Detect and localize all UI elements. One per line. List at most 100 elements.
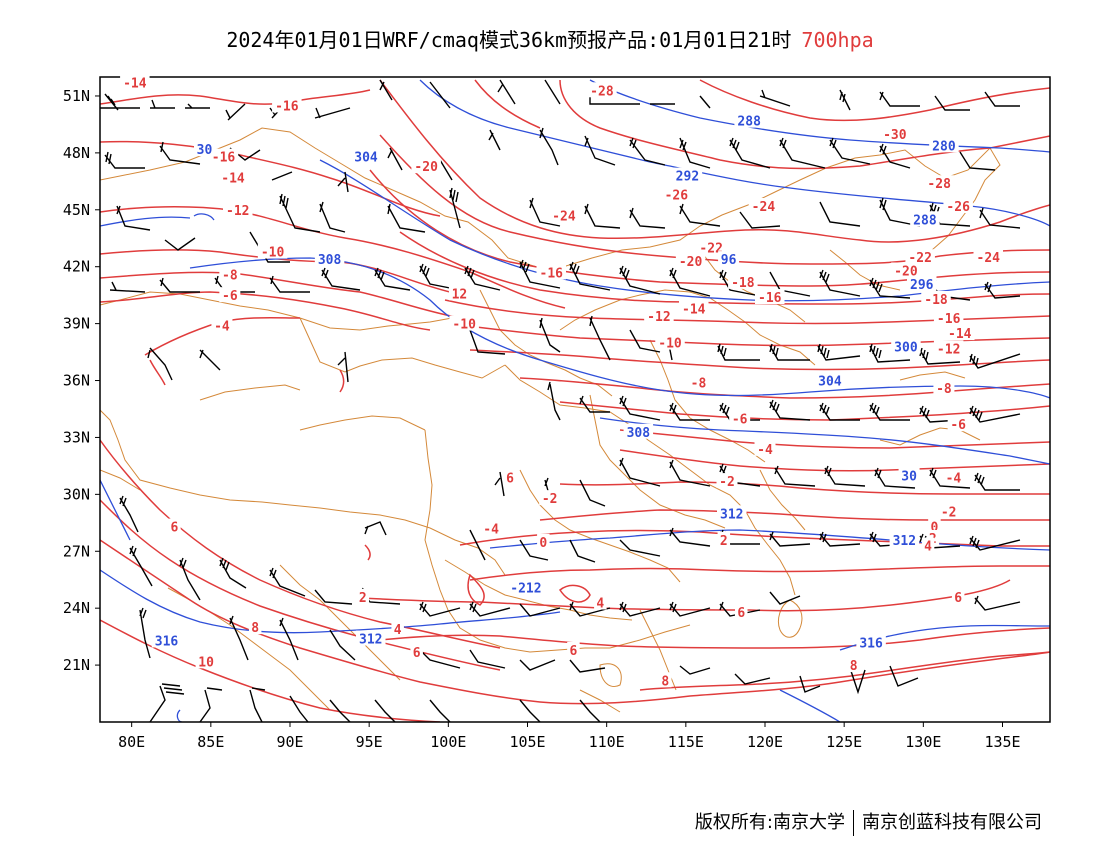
temperature-label-bg [847,657,860,673]
temperature-label: 0 [931,521,939,536]
temperature-label-bg [480,520,502,536]
temperature-label: -28 [927,177,951,192]
geopotential-label: 296 [910,278,934,293]
temperature-label: -16 [212,151,236,166]
temperature-label-bg [567,641,580,657]
temperature-label-bg [503,469,517,485]
temperature-label: 0 [539,536,547,551]
geopotential-label-bg [718,251,740,267]
geopotential-label: 312 [359,633,382,648]
temperature-label-bg [449,315,479,331]
temperature-label: 2 [720,534,728,549]
temperature-label-bg [257,243,288,259]
temperature-label: 2 [359,591,367,606]
geopotential-label: -212 [510,581,541,596]
temperature-label-bg [448,285,470,301]
temperature-label: -14 [948,327,972,342]
temperature-label-bg [120,74,150,90]
temperature-label: 8 [850,659,858,674]
geopotential-label: 292 [676,170,699,185]
geopotential-label-bg [889,531,920,547]
copyright-text: 版权所有:南京大学 [694,812,845,833]
temperature-label-bg [933,340,964,356]
temperature-label: -4 [757,443,773,458]
x-tick-label: 85E [197,733,224,751]
temperature-label: -8 [936,382,952,397]
temperature-label: -16 [275,99,299,114]
temperature-label: 10 [198,655,214,670]
temperature-label: 8 [661,674,669,689]
temperature-label-bg [951,588,965,604]
temperature-label: -10 [658,337,682,352]
temperature-label: -2 [719,475,735,490]
temperature-label: -10 [261,246,285,261]
temperature-label: -4 [946,471,962,486]
temperature-label-bg [536,264,566,280]
temperature-label: -6 [222,289,238,304]
x-tick-label: 105E [509,733,545,751]
y-tick-label: 33N [63,428,90,446]
temperature-label: -20 [894,265,918,280]
x-tick-label: 80E [118,733,145,751]
geopotential-label: 30 [901,469,917,484]
geopotential-label: 312 [893,534,916,549]
geopotential-label: 308 [318,253,342,268]
temperature-label-bg [728,273,758,289]
y-tick-label: 27N [63,542,90,560]
geopotential-label-bg [815,372,845,388]
temperature-label: -22 [908,251,931,266]
x-tick-label: 130E [905,733,941,751]
chart-title: 2024年01月01日WRF/cmaq模式36km预报产品:01月01日21时 7… [0,24,1100,53]
geopotential-label-bg [898,467,920,483]
geopotential-label-bg [907,275,937,291]
geopotential-label: 304 [354,151,378,166]
geopotential-label: 280 [932,139,956,154]
temperature-label: -10 [452,318,476,333]
temperature-label-bg [549,207,579,223]
geopotential-label-bg [506,579,545,595]
geopotential-label-bg [314,251,345,267]
plot-frame [99,76,1051,723]
temperature-label: -14 [123,77,147,92]
temperature-label: -6 [732,412,748,427]
temperature-label-bg [594,594,607,610]
temperature-label-bg [973,249,1003,265]
temperature-label-bg [391,621,404,637]
company-text: 南京创蓝科技有限公司 [862,812,1042,833]
temperature-label-bg [933,309,964,325]
y-axis: 21N 24N 27N 30N 33N 36N 39N 42N 45N 48N 51N [63,87,100,674]
temperature-label: -26 [665,189,689,204]
y-tick-label: 42N [63,258,90,276]
temperature-label-bg [945,325,975,341]
temperature-label-bg [717,531,731,547]
geopotential-label: 316 [155,634,179,649]
x-tick-label: 90E [276,733,303,751]
title-text: 2024年01月01日WRF/cmaq模式36km预报产品:01月01日21时 [226,28,792,52]
temperature-label: -16 [937,312,961,327]
temperature-label-bg [905,249,935,265]
geopotential-label: 288 [737,115,761,130]
temperature-label-bg [223,201,253,217]
pressure-level: 700hpa [801,28,874,52]
temperature-label-bg [168,518,181,534]
temperature-label: 6 [506,471,514,486]
temperature-label-bg [679,300,709,316]
temperature-label-bg [219,287,241,303]
temperature-label-bg [755,289,785,305]
geopotential-label-bg [910,211,940,227]
x-tick-label: 95E [356,733,383,751]
geopotential-label-bg [351,148,381,164]
temperature-label-bg [716,473,738,489]
temperature-label: -20 [414,160,438,175]
temperature-label-bg [248,619,262,635]
y-tick-label: 24N [63,599,90,617]
temperature-label: -8 [222,268,238,283]
x-tick-label: 120E [747,733,783,751]
temperature-label-bg [218,169,248,185]
x-tick-label: 115E [668,733,704,751]
x-axis: 80E 85E 90E 95E 100E 105E 110E 115E 120E 125E 130E… [118,722,1021,751]
temperature-label: 6 [413,646,421,661]
y-tick-label: 21N [63,656,90,674]
temperature-label-bg [219,266,241,282]
wind-barbs [100,79,1021,722]
